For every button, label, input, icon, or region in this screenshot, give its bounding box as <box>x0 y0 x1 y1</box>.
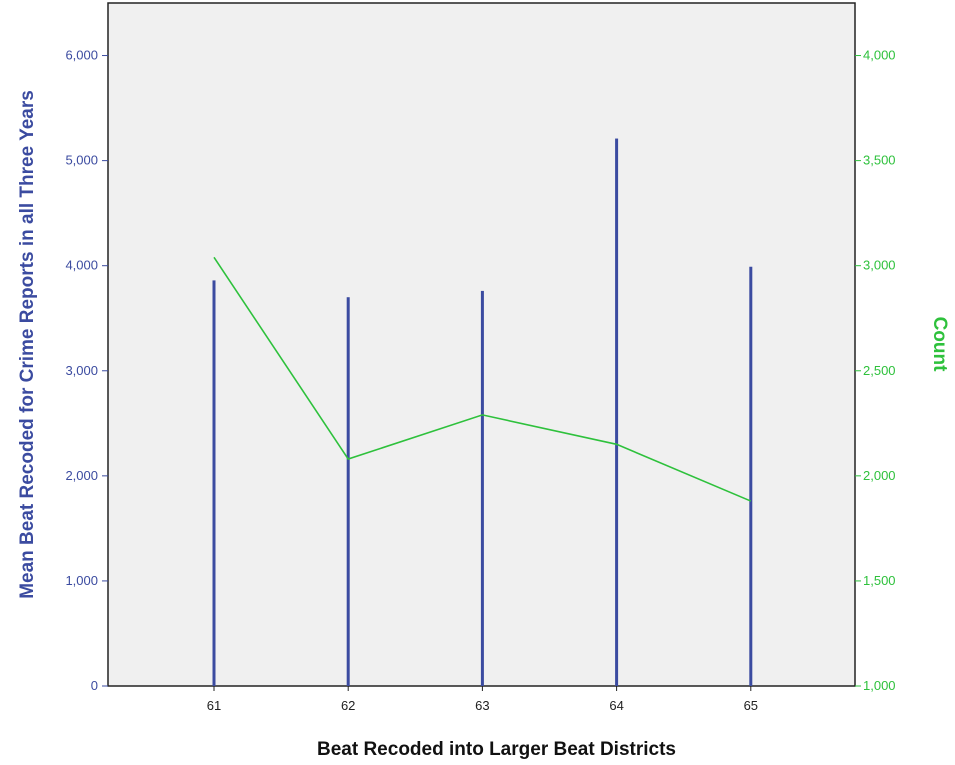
right-y-axis: 1,000 1,500 2,000 2,500 3,000 3,500 4,000 <box>855 48 896 693</box>
bar-62 <box>346 297 350 686</box>
right-tick-label: 4,000 <box>863 48 896 63</box>
bar-65 <box>749 266 753 686</box>
right-tick-label: 1,000 <box>863 678 896 693</box>
left-y-axis: 0 1,000 2,000 3,000 4,000 5,000 6,000 <box>65 48 108 693</box>
left-tick-label: 4,000 <box>65 258 98 273</box>
left-tick-label: 6,000 <box>65 48 98 63</box>
x-axis: 61 62 63 64 65 <box>207 686 758 713</box>
right-tick-label: 1,500 <box>863 573 896 588</box>
left-axis-label: Mean Beat Recoded for Crime Reports in a… <box>17 90 38 599</box>
left-tick-label: 0 <box>91 678 98 693</box>
x-tick-label: 62 <box>341 698 355 713</box>
right-axis-label: Count <box>929 317 950 373</box>
left-tick-label: 5,000 <box>65 153 98 168</box>
x-tick-label: 64 <box>609 698 623 713</box>
bar-61 <box>212 280 216 686</box>
line-series <box>213 256 752 502</box>
x-tick-label: 61 <box>207 698 221 713</box>
bar-64 <box>615 138 619 687</box>
right-tick-label: 3,000 <box>863 258 896 273</box>
right-tick-label: 2,000 <box>863 468 896 483</box>
x-tick-label: 63 <box>475 698 489 713</box>
bar-63 <box>480 290 484 686</box>
x-axis-label: Beat Recoded into Larger Beat Districts <box>317 739 676 760</box>
right-tick-label: 3,500 <box>863 153 896 168</box>
left-tick-label: 3,000 <box>65 363 98 378</box>
left-tick-label: 1,000 <box>65 573 98 588</box>
x-tick-label: 65 <box>744 698 758 713</box>
bar-series <box>212 138 753 687</box>
right-tick-label: 2,500 <box>863 363 896 378</box>
left-tick-label: 2,000 <box>65 468 98 483</box>
